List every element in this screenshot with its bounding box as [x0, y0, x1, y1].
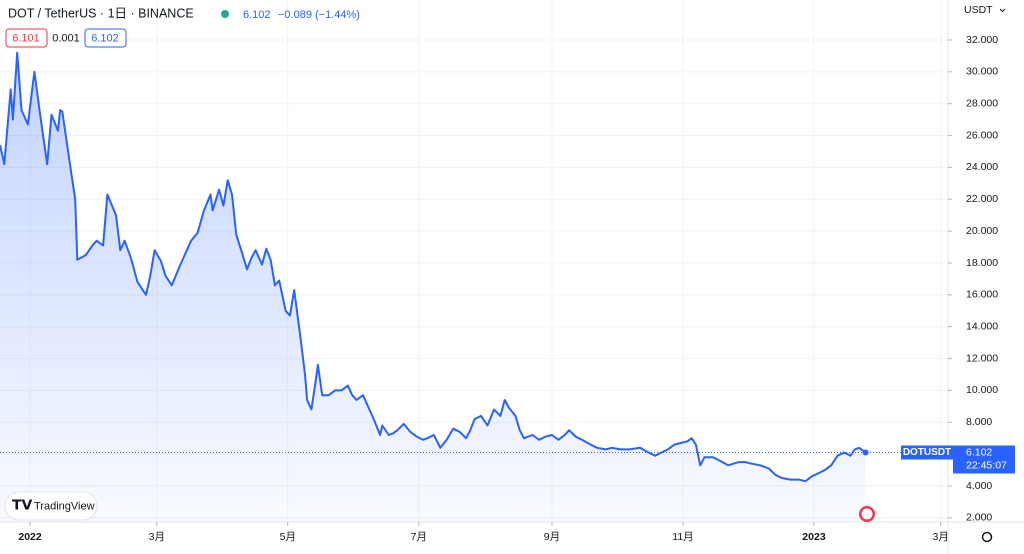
- currency[interactable]: USDT: [964, 4, 993, 16]
- symbol-label: DOTUSDT: [903, 447, 951, 458]
- axes: 2.0004.0006.0008.00010.00012.00014.00016…: [18, 34, 1015, 543]
- y-tick-label: 22.000: [966, 193, 998, 205]
- area-fill: [0, 52, 866, 522]
- bid-price: 6.101: [12, 32, 40, 44]
- settings-icon[interactable]: [981, 531, 993, 543]
- x-tick-label: 11月: [672, 531, 693, 543]
- price-line: [0, 51, 867, 483]
- y-tick-label: 2.000: [966, 512, 992, 524]
- bid-box[interactable]: [5, 28, 48, 48]
- logo-box[interactable]: [4, 491, 98, 521]
- spread: 0.001: [52, 32, 80, 44]
- x-tick-label: 2022: [18, 531, 42, 543]
- logo-icon: 𝗧𝗩: [12, 497, 33, 513]
- y-tick-label: 18.000: [966, 257, 998, 269]
- logo-text: TradingView: [34, 500, 95, 512]
- price-change: −0.089 (−1.44%): [278, 9, 360, 21]
- y-tick-label: 10.000: [966, 384, 998, 396]
- y-tick-label: 16.000: [966, 289, 998, 301]
- plot: [0, 51, 948, 522]
- market-status: [221, 10, 229, 18]
- y-tick-label: 14.000: [966, 320, 998, 332]
- y-tick-label: 8.000: [966, 416, 992, 428]
- x-tick-label: 7月: [411, 531, 427, 543]
- price-tag: [953, 445, 1015, 474]
- currency-caret: [999, 8, 1006, 13]
- x-tick-label: 3月: [933, 531, 949, 543]
- y-tick-label: 4.000: [966, 480, 992, 492]
- price-tag-label: 6.102: [966, 446, 992, 458]
- y-tick-label: 20.000: [966, 225, 998, 237]
- y-tick-label: 28.000: [966, 97, 998, 109]
- last-point: [862, 449, 869, 456]
- x-tick-label: 9月: [544, 531, 560, 543]
- last-price: 6.102: [243, 9, 271, 21]
- x-tick-label: 5月: [280, 531, 296, 543]
- y-tick-label: 30.000: [966, 66, 998, 78]
- ask-box[interactable]: [84, 28, 127, 48]
- x-tick-label: 2023: [802, 531, 826, 543]
- y-tick-label: 12.000: [966, 352, 998, 364]
- y-tick-label: 24.000: [966, 161, 998, 173]
- chart-title: DOT / TetherUS · 1日 · BINANCE: [8, 6, 194, 20]
- y-tick-label: 26.000: [966, 129, 998, 141]
- event-flag-inner: [861, 508, 873, 520]
- x-tick-label: 3月: [149, 531, 165, 543]
- symbol-tag: [901, 445, 953, 460]
- ask-price: 6.102: [91, 32, 119, 44]
- y-tick-label: 32.000: [966, 34, 998, 46]
- countdown: 22:45:07: [966, 459, 1007, 471]
